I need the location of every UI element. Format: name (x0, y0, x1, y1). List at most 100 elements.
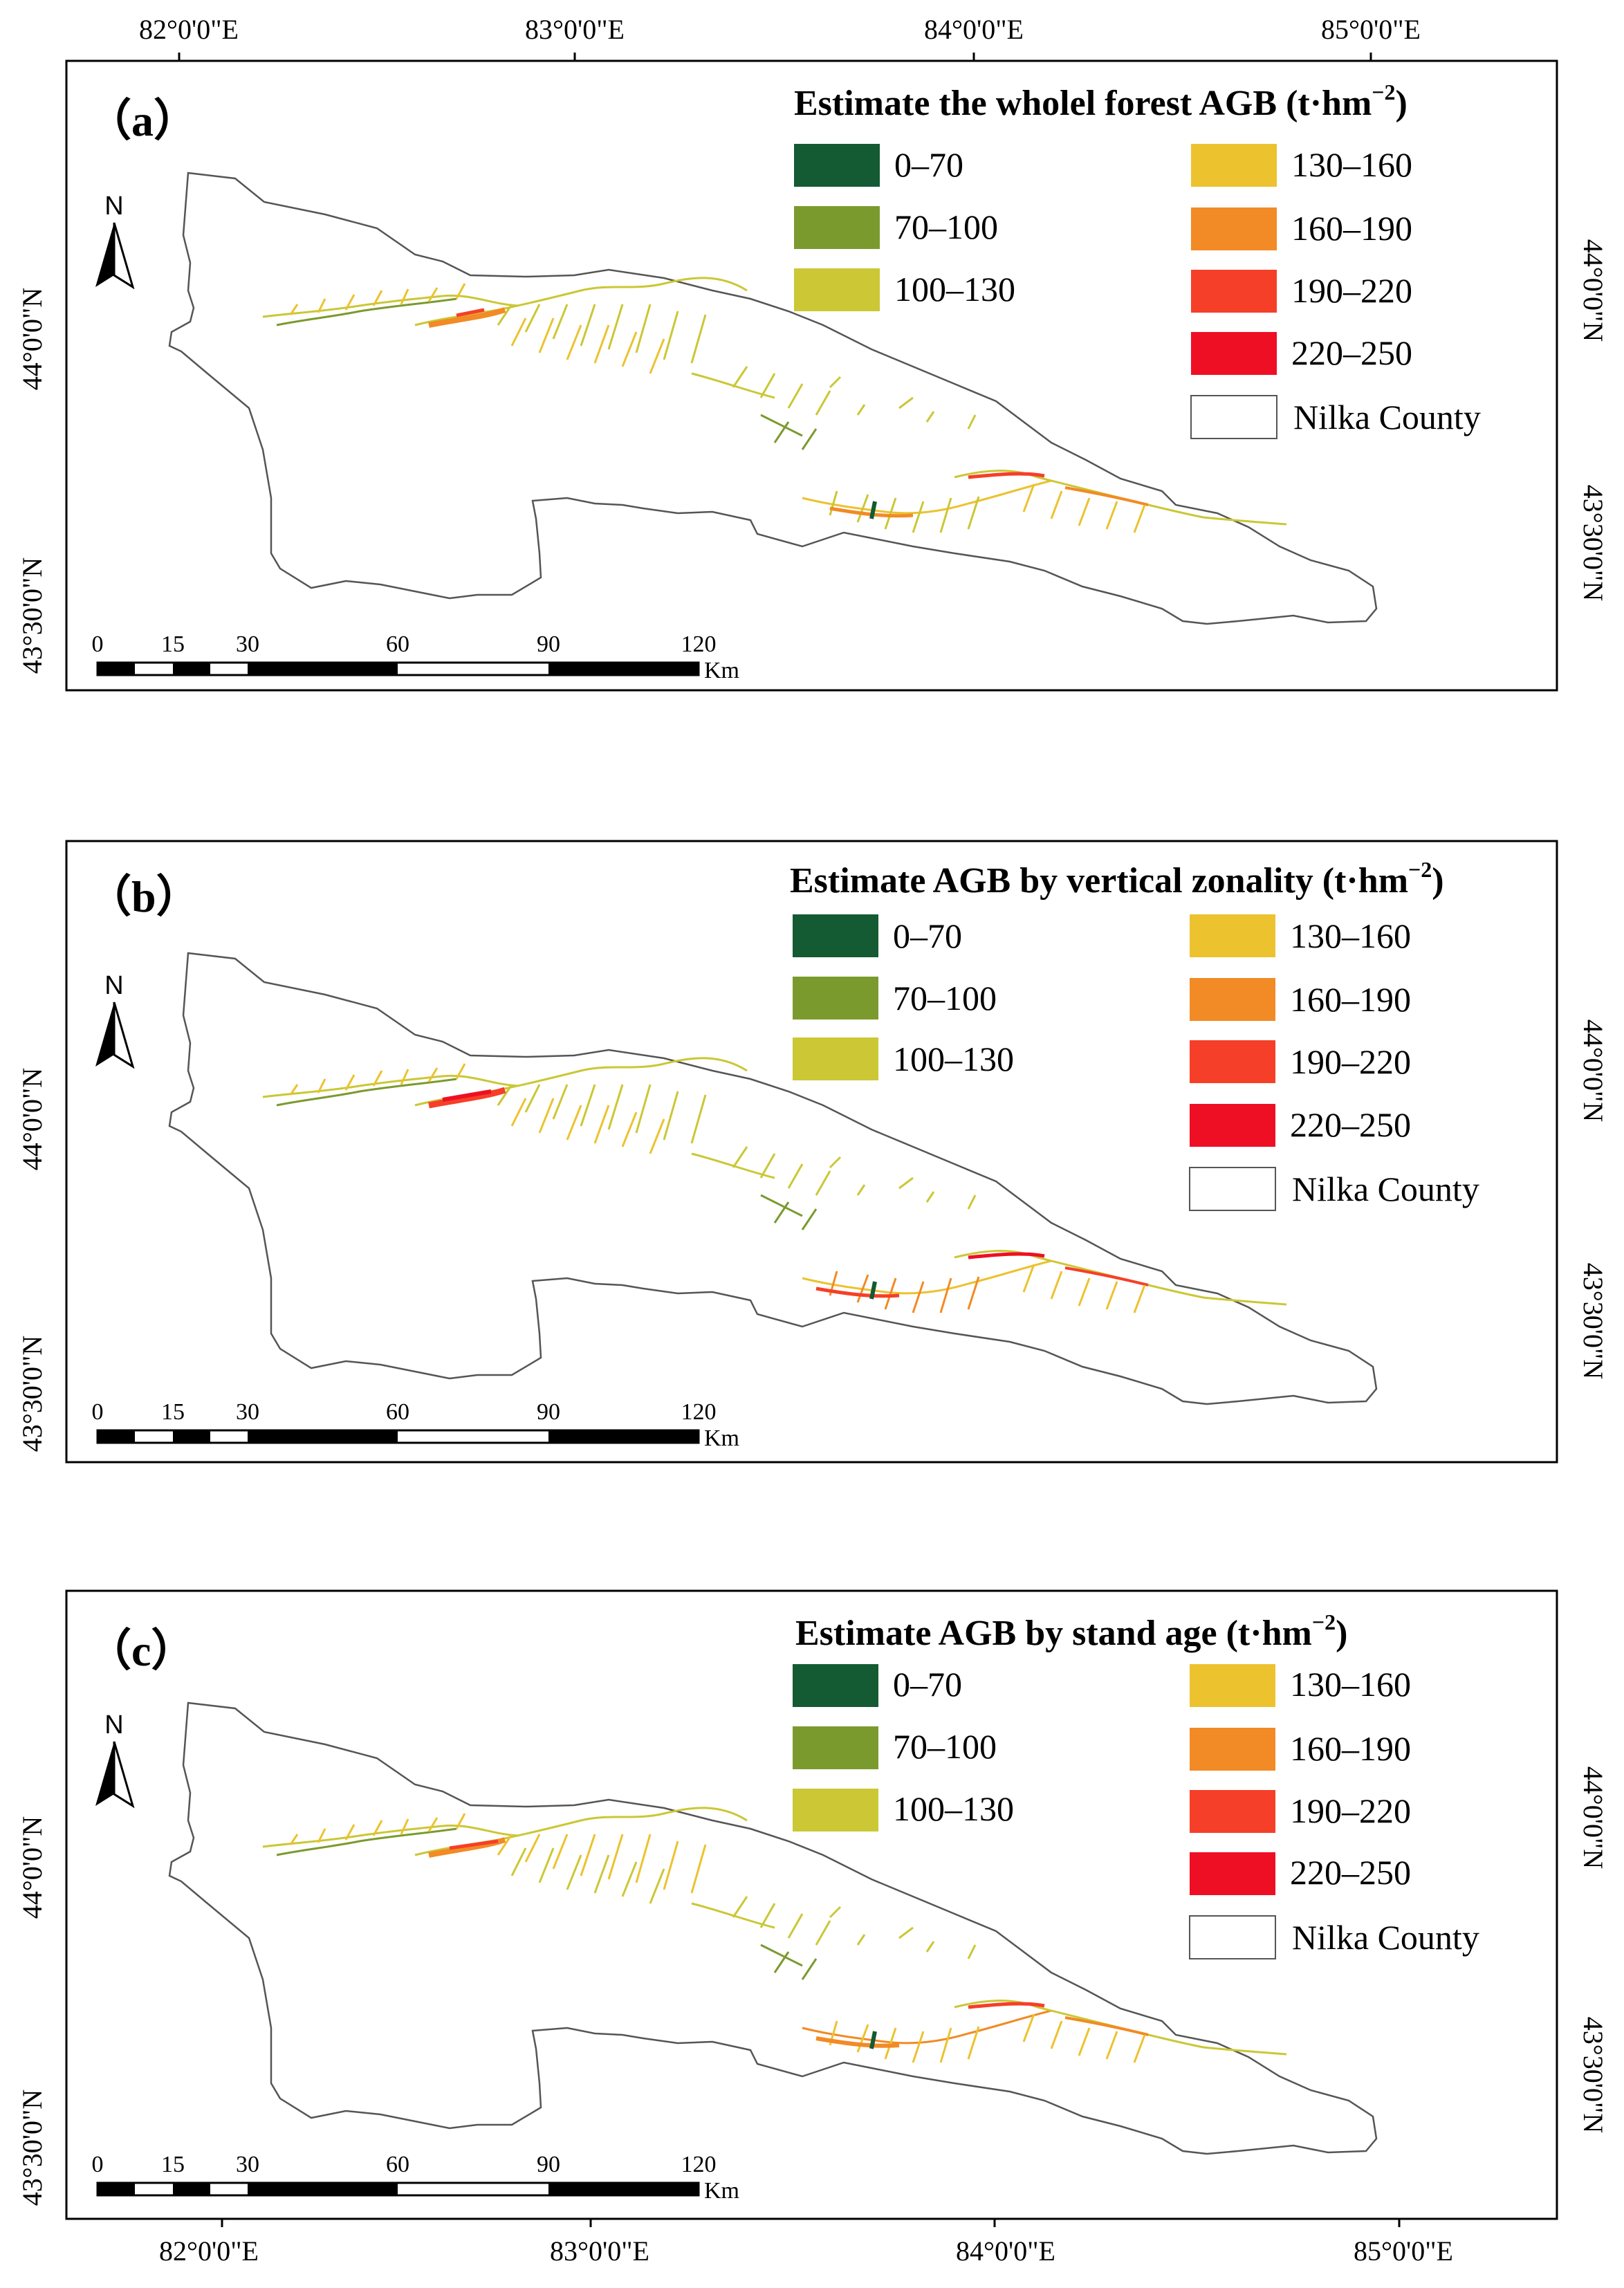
legend-swatch-160-190 (1190, 1728, 1275, 1771)
top-lon-label-2: 83°0'0"E (525, 14, 625, 45)
legend-label-0-70: 0–70 (893, 1665, 962, 1704)
legend-swatch-100-130 (794, 268, 880, 311)
legend-label-100-130: 100–130 (894, 270, 1015, 308)
lat-label-right-4330-c: 43°30'0"N (1578, 2017, 1609, 2133)
legend-swatch-100-130 (793, 1789, 878, 1832)
bottom-lon-label-4: 85°0'0"E (1354, 2235, 1453, 2267)
lat-label-left-4330-a: 43°30'0"N (17, 557, 48, 674)
svg-text:30: 30 (236, 631, 259, 657)
svg-text:N: N (104, 192, 123, 221)
scale-bar-b: 0 15 30 60 90 120 Km (92, 1399, 740, 1451)
svg-text:N: N (104, 1710, 123, 1740)
svg-text:60: 60 (386, 1399, 409, 1425)
legend-swatch-0-70 (793, 1664, 878, 1707)
lat-label-left-4330-b: 43°30'0"N (17, 1336, 48, 1452)
legend-swatch-130-160 (1190, 914, 1275, 957)
legend-swatch-70-100 (793, 1726, 878, 1769)
panel-label-c: （c） (87, 1626, 195, 1675)
svg-text:0: 0 (92, 631, 104, 657)
svg-text:Km: Km (704, 1426, 739, 1451)
svg-text:30: 30 (236, 2152, 259, 2177)
lat-label-right-44-c: 44°0'0"N (1578, 1766, 1609, 1869)
legend-swatch-220-250 (1190, 1104, 1275, 1147)
legend-label-0-70: 0–70 (893, 916, 962, 955)
forest-agb-raster-b (262, 1057, 1287, 1313)
lat-label-right-4330-b: 43°30'0"N (1578, 1263, 1609, 1379)
legend-label-nilka: Nilka County (1293, 398, 1481, 436)
svg-text:15: 15 (161, 1399, 185, 1425)
panel-label-a: （a） (87, 96, 198, 145)
legend-label-130-160: 130–160 (1291, 145, 1412, 184)
svg-text:Km: Km (704, 658, 739, 683)
north-arrow-icon: N (95, 192, 135, 290)
legend-b: Estimate AGB by vertical zonality (t·hm−… (790, 857, 1479, 1211)
nilka-county-boundary (168, 952, 1378, 1405)
legend-swatch-130-160 (1190, 1664, 1275, 1707)
lat-label-right-44-b: 44°0'0"N (1578, 1020, 1609, 1122)
bottom-lon-label-1: 82°0'0"E (159, 2235, 259, 2267)
map-frame-b (65, 840, 1558, 1464)
forest-agb-raster-c (262, 1807, 1287, 2063)
legend-label-160-190: 160–190 (1291, 209, 1412, 248)
top-lon-label-1: 82°0'0"E (139, 14, 239, 45)
legend-swatch-160-190 (1190, 978, 1275, 1021)
svg-text:120: 120 (681, 2152, 717, 2177)
legend-label-190-220: 190–220 (1291, 271, 1412, 310)
legend-label-nilka: Nilka County (1292, 1170, 1479, 1208)
legend-label-130-160: 130–160 (1290, 916, 1411, 955)
legend-label-130-160: 130–160 (1290, 1665, 1411, 1704)
legend-swatch-160-190 (1191, 207, 1277, 250)
legend-swatch-0-70 (793, 914, 878, 957)
legend-swatch-100-130 (793, 1037, 878, 1080)
svg-text:15: 15 (161, 2152, 185, 2177)
lat-label-left-44-a: 44°0'0"N (17, 288, 48, 390)
legend-label-nilka: Nilka County (1292, 1918, 1479, 1957)
legend-swatch-220-250 (1190, 1852, 1275, 1895)
scale-bar-c: 0 15 30 60 90 120 Km (92, 2152, 740, 2204)
legend-swatch-70-100 (794, 206, 880, 249)
svg-text:90: 90 (537, 1399, 560, 1425)
legend-c: Estimate AGB by stand age (t·hm−2) 0–70 … (793, 1609, 1479, 1959)
panel-label-b: （b） (87, 872, 201, 921)
legend-swatch-190-220 (1191, 270, 1277, 313)
svg-text:120: 120 (681, 631, 717, 657)
scale-bar-a: 0 15 30 60 90 120 Km (92, 631, 740, 683)
svg-text:90: 90 (537, 2152, 560, 2177)
legend-label-160-190: 160–190 (1290, 980, 1411, 1019)
map-frame-c (65, 1589, 1558, 2220)
legend-label-190-220: 190–220 (1290, 1042, 1411, 1081)
legend-swatch-190-220 (1190, 1790, 1275, 1833)
legend-swatch-70-100 (793, 977, 878, 1020)
legend-swatch-220-250 (1191, 332, 1277, 375)
svg-text:90: 90 (537, 631, 560, 657)
legend-title-b: Estimate AGB by vertical zonality (t·hm−… (790, 857, 1444, 901)
lat-label-right-44-a: 44°0'0"N (1578, 239, 1609, 342)
lat-label-left-4330-c: 43°30'0"N (17, 2089, 48, 2206)
legend-swatch-nilka (1190, 395, 1277, 439)
svg-text:N: N (104, 971, 123, 1000)
lat-label-left-44-b: 44°0'0"N (17, 1068, 48, 1170)
legend-label-160-190: 160–190 (1290, 1729, 1411, 1768)
legend-label-220-250: 220–250 (1291, 333, 1412, 372)
legend-label-70-100: 70–100 (893, 1727, 997, 1766)
legend-swatch-nilka (1189, 1915, 1276, 1959)
legend-a: Estimate the wholel forest AGB (t·hm−2) … (794, 80, 1481, 439)
lat-label-right-4330-a: 43°30'0"N (1578, 485, 1609, 601)
svg-text:15: 15 (161, 631, 185, 657)
legend-label-70-100: 70–100 (894, 207, 998, 246)
nilka-county-boundary (168, 172, 1378, 625)
legend-label-70-100: 70–100 (893, 979, 997, 1017)
svg-text:0: 0 (92, 2152, 104, 2177)
svg-text:0: 0 (92, 1399, 104, 1425)
legend-swatch-190-220 (1190, 1040, 1275, 1083)
legend-title-c: Estimate AGB by stand age (t·hm−2) (795, 1609, 1347, 1653)
nilka-county-boundary (168, 1701, 1378, 2155)
top-lon-label-4: 85°0'0"E (1321, 14, 1421, 45)
legend-swatch-0-70 (794, 144, 880, 187)
legend-label-0-70: 0–70 (894, 145, 963, 184)
top-lon-label-3: 84°0'0"E (924, 14, 1024, 45)
bottom-lon-label-3: 84°0'0"E (956, 2235, 1055, 2267)
